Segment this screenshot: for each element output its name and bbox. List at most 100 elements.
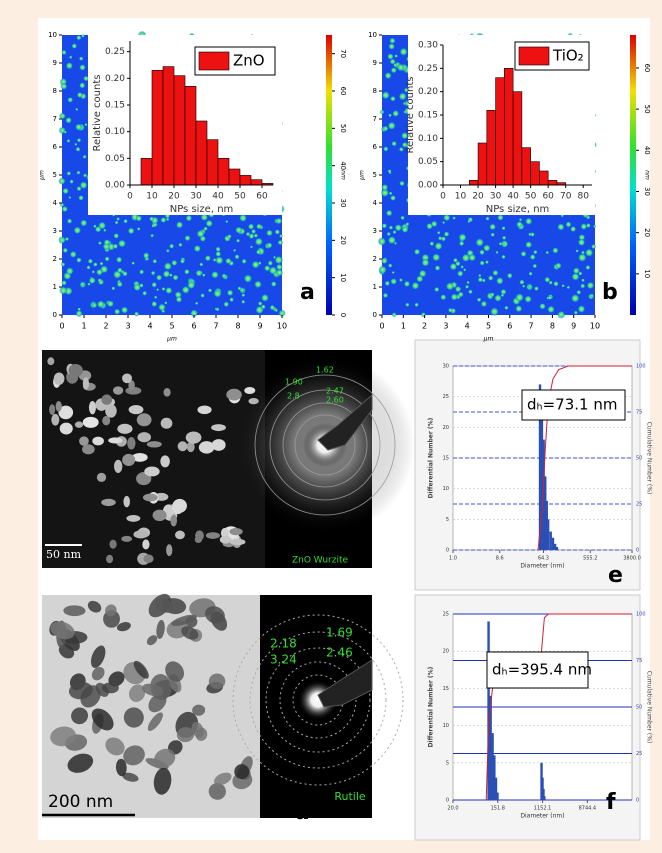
bar <box>541 777 544 800</box>
afm-grain <box>215 307 220 312</box>
afm-grain <box>160 216 167 224</box>
afm-grain <box>78 194 84 201</box>
y-axis-label: Relative counts <box>92 75 103 152</box>
bar <box>173 75 186 186</box>
afm-grain <box>391 312 397 318</box>
afm-grain <box>576 289 582 295</box>
y2-tick-label: 75 <box>636 410 642 416</box>
afm-grain <box>225 257 232 265</box>
afm-grain <box>501 235 507 241</box>
afm-grain <box>81 34 85 38</box>
tem-particle <box>82 377 89 390</box>
y-tick-label: 30 <box>443 364 449 370</box>
afm-grain <box>253 233 259 238</box>
afm-grain <box>76 91 84 99</box>
afm-grain <box>250 228 257 235</box>
afm-grain <box>500 288 507 295</box>
afm-grain <box>123 218 129 224</box>
afm-grain <box>399 47 408 57</box>
afm-grain <box>489 223 497 231</box>
afm-grain <box>533 249 538 255</box>
afm-grain <box>116 217 121 221</box>
tem-particle <box>123 707 144 728</box>
afm-grain <box>475 237 485 247</box>
tem-particle <box>192 704 206 716</box>
bar <box>496 792 499 800</box>
afm-grain <box>484 260 489 265</box>
afm-grain <box>257 301 263 306</box>
bar <box>491 733 494 800</box>
x-tick-label: 7 <box>529 322 534 331</box>
tem-particle <box>185 431 202 444</box>
afm-grain <box>573 310 578 315</box>
afm-grain <box>403 110 407 114</box>
colorbar-tick-label: 60 <box>339 87 347 96</box>
y-axis-label: μm <box>39 170 46 181</box>
afm-grain <box>260 304 266 310</box>
afm-grain <box>133 311 140 317</box>
x-tick-label: 6 <box>191 322 196 331</box>
afm-grain <box>532 263 538 269</box>
tem-particle <box>90 645 106 668</box>
bar <box>551 537 555 550</box>
tem-particle <box>214 772 232 786</box>
bar <box>489 695 492 800</box>
tem-particle <box>109 539 117 549</box>
x-tick-label: 8.6 <box>496 556 504 562</box>
afm-grain <box>91 302 98 309</box>
d-spacing: 1.90 <box>285 378 303 387</box>
legend-swatch <box>518 46 550 66</box>
afm-grain <box>82 154 87 159</box>
tem-particle <box>122 373 133 384</box>
tem-particle <box>59 422 73 435</box>
x-tick-label: 20 <box>168 192 180 202</box>
y-tick-label: 5 <box>53 171 57 179</box>
afm-grain <box>269 304 276 311</box>
afm-grain <box>275 263 283 271</box>
bar <box>477 142 488 186</box>
afm-grain <box>234 254 240 260</box>
panel-letter: d <box>294 800 310 825</box>
afm-grain <box>382 292 389 299</box>
tem-particle <box>165 661 185 682</box>
afm-grain <box>267 260 274 266</box>
afm-grain <box>84 122 88 127</box>
tem-particle <box>102 415 111 426</box>
afm-grain <box>136 226 141 231</box>
afm-grain <box>569 225 577 233</box>
bar <box>530 161 540 186</box>
tem-particle <box>101 498 116 507</box>
tem-particle <box>133 660 149 679</box>
afm-grain <box>151 224 155 228</box>
afm-grain <box>112 243 119 250</box>
bar <box>543 796 546 800</box>
afm-grain <box>426 222 434 230</box>
panel-letter: f <box>606 790 616 815</box>
colorbar-tick-label: 60 <box>643 63 651 72</box>
afm-grain <box>103 228 107 232</box>
saed-rings <box>254 374 396 516</box>
x-tick-label: 40 <box>212 192 224 202</box>
afm-grain <box>480 300 488 308</box>
afm-grain <box>519 279 525 286</box>
afm-grain <box>545 250 550 255</box>
bar <box>549 531 552 550</box>
afm-grain <box>88 276 96 285</box>
afm-grain <box>405 302 410 308</box>
afm-grain <box>87 258 94 264</box>
tem-particle <box>191 721 204 738</box>
afm-grain <box>120 306 129 314</box>
tem-particle <box>205 532 221 539</box>
afm-grain <box>391 270 395 275</box>
afm-grain <box>461 253 471 263</box>
afm-grain <box>155 274 163 281</box>
afm-grain <box>420 311 427 318</box>
afm-grain <box>255 249 262 255</box>
afm-grain <box>580 283 586 289</box>
afm-grain <box>586 215 591 220</box>
colorbar-tick-label: 50 <box>339 124 347 133</box>
afm-grain <box>75 309 83 318</box>
afm-grain <box>434 286 440 293</box>
y-tick-label: 10 <box>368 31 377 39</box>
tem-particle <box>53 372 65 385</box>
